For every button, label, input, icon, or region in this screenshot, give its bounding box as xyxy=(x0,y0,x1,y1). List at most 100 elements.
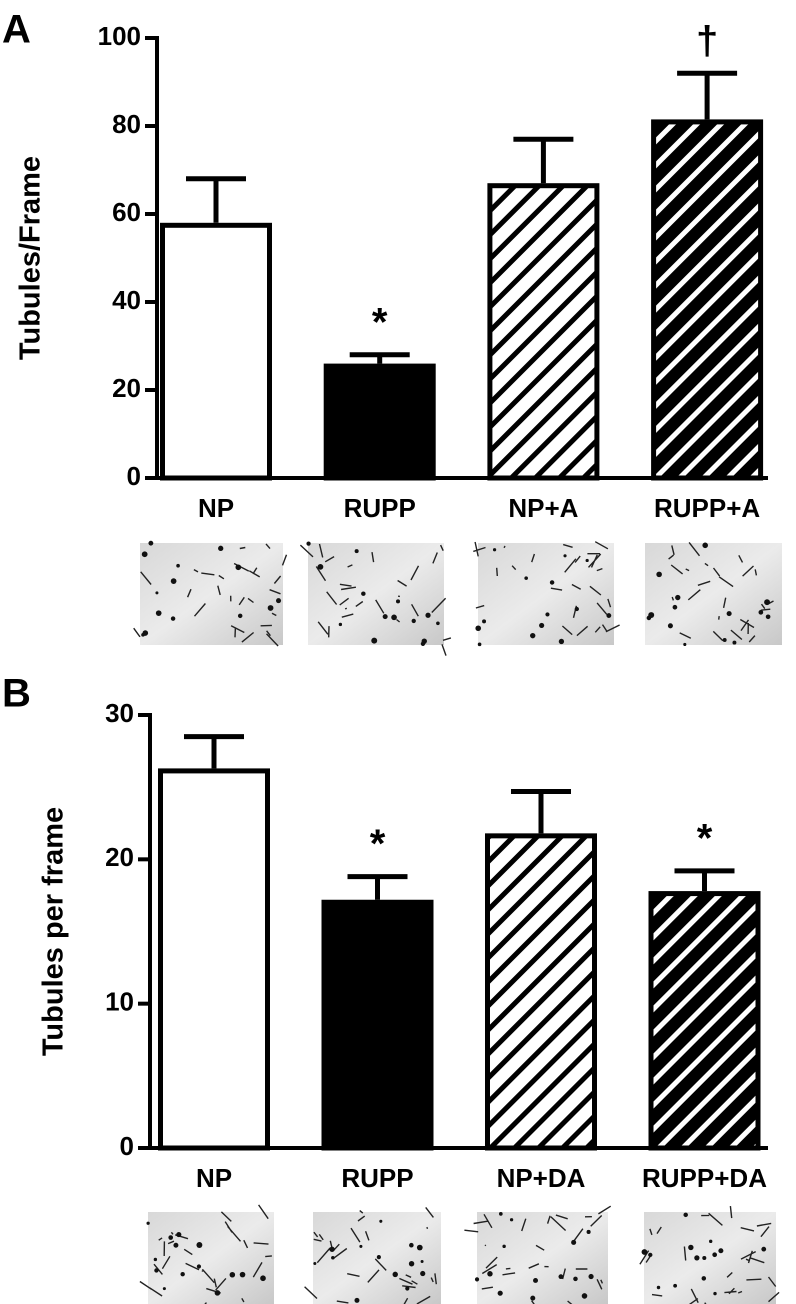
micrograph-cell xyxy=(558,1274,564,1280)
micrograph-cell xyxy=(154,1268,159,1273)
micrograph-cell xyxy=(409,1242,414,1248)
micrograph-cell xyxy=(331,1256,335,1260)
micrograph-cell xyxy=(162,1287,166,1291)
x-tick-label: RUPP xyxy=(344,493,416,523)
micrograph xyxy=(299,541,452,656)
y-tick-label: 10 xyxy=(105,987,134,1017)
micrograph-cell xyxy=(606,613,612,618)
micrograph-cell xyxy=(701,1276,707,1281)
micrograph-cell xyxy=(235,564,242,571)
micrograph-cell xyxy=(581,1293,588,1299)
y-tick-label: 100 xyxy=(98,21,141,51)
y-tick-label: 40 xyxy=(112,285,141,315)
micrograph-cell xyxy=(648,612,655,619)
micrograph-cell xyxy=(758,609,764,615)
micrograph-cell xyxy=(722,638,727,642)
micrograph-tubules xyxy=(304,1206,437,1304)
micrograph xyxy=(639,1206,780,1304)
micrograph-cell xyxy=(702,1255,707,1260)
y-axis-label: Tubules per frame xyxy=(38,807,70,1056)
micrograph-cell xyxy=(239,1271,246,1278)
micrograph-cell xyxy=(395,599,401,604)
micrograph-cell xyxy=(376,1255,381,1260)
micrograph-cell xyxy=(530,632,536,639)
micrograph-cell xyxy=(648,1252,653,1258)
micrograph-cell xyxy=(524,576,528,580)
micrograph-cell xyxy=(416,1244,423,1251)
micrograph-bg xyxy=(140,543,283,645)
micrograph-cell xyxy=(420,1259,424,1263)
micrograph-bg xyxy=(477,1212,608,1304)
y-axis-label: Tubules/Frame xyxy=(15,156,47,360)
micrograph-cell xyxy=(732,640,737,645)
micrograph-cell xyxy=(354,549,359,554)
micrograph-bg xyxy=(478,543,614,645)
micrographs xyxy=(133,540,782,1304)
micrograph-cell xyxy=(545,612,550,617)
micrograph-bg xyxy=(308,543,444,645)
micrograph-cell xyxy=(391,614,397,621)
micrograph-cell xyxy=(168,1235,174,1240)
micrograph-cell xyxy=(558,638,565,645)
micrograph xyxy=(464,1205,612,1304)
micrograph-cell xyxy=(672,604,678,610)
micrograph-cell xyxy=(726,611,732,617)
y-tick-label: 80 xyxy=(112,109,141,139)
micrograph-cell xyxy=(408,1261,415,1267)
micrograph-cell xyxy=(196,1242,203,1248)
bar xyxy=(485,833,597,1151)
micrograph-cell xyxy=(306,541,311,546)
micrograph-cell xyxy=(196,1264,202,1269)
micrograph-cell xyxy=(436,621,440,626)
micrograph-cell xyxy=(214,1290,221,1296)
micrograph-tubules xyxy=(668,541,774,643)
micrograph-cell xyxy=(361,591,366,596)
micrograph-cell xyxy=(482,619,487,624)
micrograph-cell xyxy=(176,563,180,568)
micrograph-cell xyxy=(176,1232,182,1238)
x-tick-label: RUPP xyxy=(341,1163,413,1193)
micrograph-cell xyxy=(379,1219,383,1223)
x-tick-label: RUPP+DA xyxy=(642,1163,767,1193)
micrograph-tubules xyxy=(299,543,452,656)
micrograph-tubules xyxy=(133,543,288,647)
micrograph-cell xyxy=(420,1270,426,1277)
bar xyxy=(487,183,600,481)
micrograph-cell xyxy=(573,1276,578,1282)
micrograph-cell xyxy=(502,1244,506,1249)
micrograph-cell xyxy=(475,625,482,632)
micrograph-cell xyxy=(585,558,589,563)
y-tick-label: 20 xyxy=(112,373,141,403)
micrograph-cell xyxy=(142,630,149,636)
micrograph-cell xyxy=(487,1271,493,1277)
micrograph-cell xyxy=(153,1257,158,1262)
micrograph-cell xyxy=(675,594,681,601)
micrograph xyxy=(304,1206,441,1304)
micrograph-cell xyxy=(492,548,497,552)
y-tick-label: 30 xyxy=(105,698,134,728)
micrograph-cell xyxy=(382,614,388,620)
micrograph xyxy=(139,1204,274,1304)
micrograph-cell xyxy=(180,1271,185,1277)
micrograph-cell xyxy=(761,1246,767,1252)
y-tick-label: 20 xyxy=(105,842,134,872)
micrograph-tubules xyxy=(464,1205,612,1304)
micrograph-cell xyxy=(359,1244,363,1248)
micrograph xyxy=(645,541,782,647)
x-tick-label: NP xyxy=(198,493,234,523)
y-tick-label: 0 xyxy=(120,1131,134,1161)
y-tick-label: 0 xyxy=(127,461,141,491)
significance-mark: * xyxy=(372,300,388,344)
micrograph-tubules xyxy=(473,541,620,637)
micrograph-cell xyxy=(683,642,687,647)
micrograph-cell xyxy=(702,542,708,549)
micrograph-cell xyxy=(313,1262,317,1266)
micrograph-cell xyxy=(392,1271,398,1278)
significance-mark: * xyxy=(370,822,386,866)
x-tick-label: NP xyxy=(196,1163,232,1193)
panel-label: B xyxy=(2,672,31,716)
micrograph-cell xyxy=(229,1271,236,1278)
micrograph-cell xyxy=(656,1285,661,1290)
micrograph-cell xyxy=(539,622,545,629)
